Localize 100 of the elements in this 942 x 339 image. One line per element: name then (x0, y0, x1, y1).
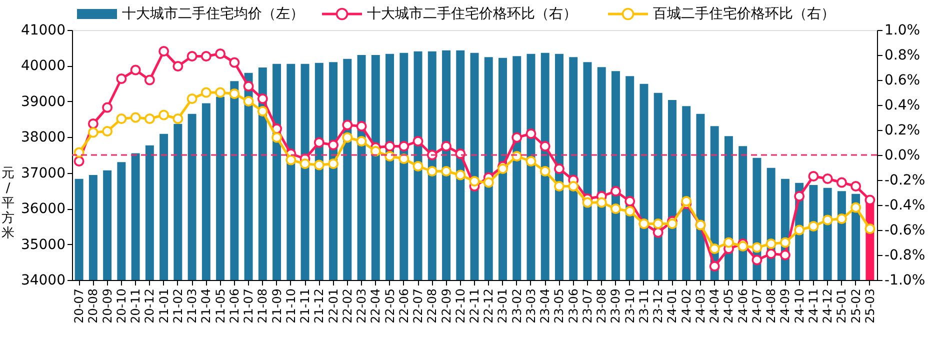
x-tick-label: 23-11 (636, 288, 651, 324)
point (342, 120, 353, 130)
y-tick-label: 34000 (20, 272, 66, 288)
point (370, 146, 381, 156)
x-tick-label: 21-05 (213, 288, 228, 324)
point (314, 137, 324, 148)
point (412, 161, 424, 172)
point (836, 214, 847, 224)
x-tick-label: 20-10 (114, 288, 128, 324)
x-tick-label: 21-12 (312, 288, 326, 324)
y2-tick-label: -0.8% (884, 248, 926, 264)
point (398, 141, 410, 152)
x-tick-label: 22-04 (368, 288, 383, 324)
point (229, 57, 240, 68)
x-tick-label: 24-03 (693, 288, 708, 324)
point (808, 221, 819, 232)
point (666, 218, 678, 229)
x-tick-label: 24-02 (679, 288, 694, 324)
x-tick-label: 20-12 (142, 288, 157, 324)
point (483, 177, 494, 188)
point (328, 158, 338, 169)
point (102, 102, 113, 113)
point (822, 214, 833, 226)
point (652, 218, 664, 229)
point (272, 132, 282, 143)
point (780, 250, 790, 260)
x-tick-label: 21-09 (270, 288, 284, 324)
point (172, 114, 184, 124)
point (130, 112, 141, 123)
x-tick-label: 21-08 (256, 288, 270, 324)
y2-tick-label: 0.2% (884, 122, 920, 138)
x-tick-label: 22-11 (468, 288, 482, 324)
x-tick-label: 23-12 (651, 288, 666, 324)
point (158, 110, 170, 120)
point (412, 136, 424, 146)
x-tick-label: 23-01 (496, 288, 510, 324)
point (116, 114, 127, 124)
y-tick-label: 40000 (20, 58, 66, 74)
point (498, 164, 508, 174)
y2-tick-label: -1.0% (884, 272, 926, 288)
x-tick-label: 21-04 (199, 288, 214, 324)
x-tick-label: 22-03 (354, 288, 369, 324)
point (766, 238, 776, 249)
point (540, 166, 550, 176)
x-tick-label: 23-09 (608, 288, 623, 324)
point (512, 132, 522, 143)
x-tick-label: 23-03 (524, 288, 538, 324)
x-tick-label: 22-10 (453, 288, 468, 324)
legend-label: 十大城市二手住宅价格环比（右） (367, 6, 577, 22)
y-axis-title: 元/平方米 (2, 166, 14, 241)
y2-tick-label: 0.6% (884, 72, 920, 88)
x-tick-label: 21-10 (284, 288, 298, 324)
x-tick-label: 22-12 (482, 288, 496, 324)
x-tick-label: 21-03 (185, 288, 200, 324)
point (766, 248, 776, 259)
point (229, 88, 240, 99)
x-tick-label: 22-07 (411, 288, 426, 324)
point (88, 127, 98, 138)
x-tick-label: 20-11 (128, 288, 143, 324)
point (624, 196, 636, 206)
y-tick-label: 35000 (20, 236, 66, 253)
x-tick-label: 24-06 (736, 288, 750, 324)
point (116, 74, 127, 84)
point (172, 61, 184, 72)
x-tick-label: 23-04 (538, 288, 552, 324)
x-tick-label: 24-10 (792, 288, 806, 324)
x-tick-label: 22-05 (382, 288, 397, 324)
point (738, 241, 748, 252)
point (257, 106, 268, 116)
x-tick-label: 22-06 (396, 288, 411, 324)
x-tick-label: 21-01 (156, 288, 171, 324)
x-tick-label: 24-01 (665, 288, 680, 324)
x-tick-label: 21-02 (170, 288, 185, 324)
point (794, 224, 805, 236)
x-tick-label: 23-02 (510, 288, 524, 324)
y-tick-label: 37000 (20, 165, 66, 182)
point (610, 186, 621, 196)
x-tick-label: 23-10 (622, 288, 637, 324)
point (526, 156, 536, 166)
point (780, 237, 790, 248)
y2-tick-label: -0.4% (884, 198, 926, 214)
point (469, 176, 480, 186)
y2-tick-label: 0.0% (884, 148, 920, 164)
y2-tick-label: 1.0% (884, 22, 920, 38)
point (596, 197, 607, 208)
point (526, 128, 536, 139)
point (624, 206, 636, 216)
x-tick-label: 23-07 (580, 288, 594, 324)
point (568, 181, 579, 192)
point (540, 141, 550, 152)
point (314, 160, 324, 170)
point (144, 114, 155, 124)
point (158, 46, 170, 56)
y2-tick-label: -0.2% (884, 172, 926, 188)
x-tick-label: 25-03 (862, 288, 877, 324)
x-tick-label: 21-06 (227, 288, 242, 324)
point (554, 181, 564, 192)
point (102, 126, 113, 136)
point (752, 254, 762, 266)
point (441, 166, 452, 176)
